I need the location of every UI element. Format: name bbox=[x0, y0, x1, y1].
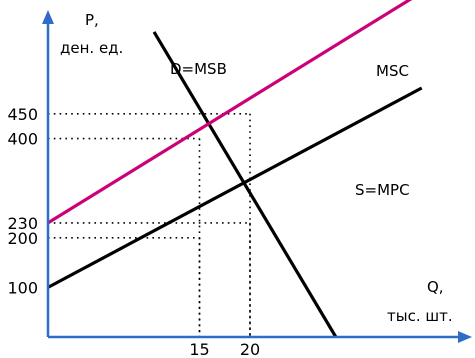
y-axis-arrow bbox=[42, 10, 54, 24]
x-tick-20: 20 bbox=[240, 340, 260, 358]
curve-label-msc: MSC bbox=[376, 62, 409, 80]
x-tick-15: 15 bbox=[189, 340, 209, 358]
y-tick-450: 450 bbox=[7, 105, 38, 124]
y-tick-200: 200 bbox=[7, 229, 38, 248]
curve-s-mpc bbox=[47, 86, 423, 289]
curves bbox=[47, 0, 423, 338]
curve-msc bbox=[47, 0, 413, 225]
curve-d-msb bbox=[152, 31, 338, 338]
y-tick-100: 100 bbox=[7, 278, 38, 297]
y-tick-400: 400 bbox=[7, 130, 38, 149]
dotted-guides bbox=[48, 113, 251, 337]
y-axis-label-line1: P, bbox=[85, 11, 99, 29]
y-axis-label-line2: ден. ед. bbox=[60, 39, 123, 57]
x-axis-arrow bbox=[458, 331, 472, 343]
axes bbox=[42, 10, 472, 343]
x-axis-label-line1: Q, bbox=[427, 278, 444, 296]
axis-labels: P, ден. ед. Q, тыс. шт. bbox=[60, 11, 453, 325]
y-tick-230: 230 bbox=[7, 214, 38, 233]
curve-label-s-mpc: S=MPC bbox=[355, 181, 410, 199]
curve-labels: D=MSB MSC S=MPC bbox=[170, 60, 410, 199]
curve-label-d-msb: D=MSB bbox=[170, 60, 227, 78]
x-axis-label-line2: тыс. шт. bbox=[387, 307, 453, 325]
